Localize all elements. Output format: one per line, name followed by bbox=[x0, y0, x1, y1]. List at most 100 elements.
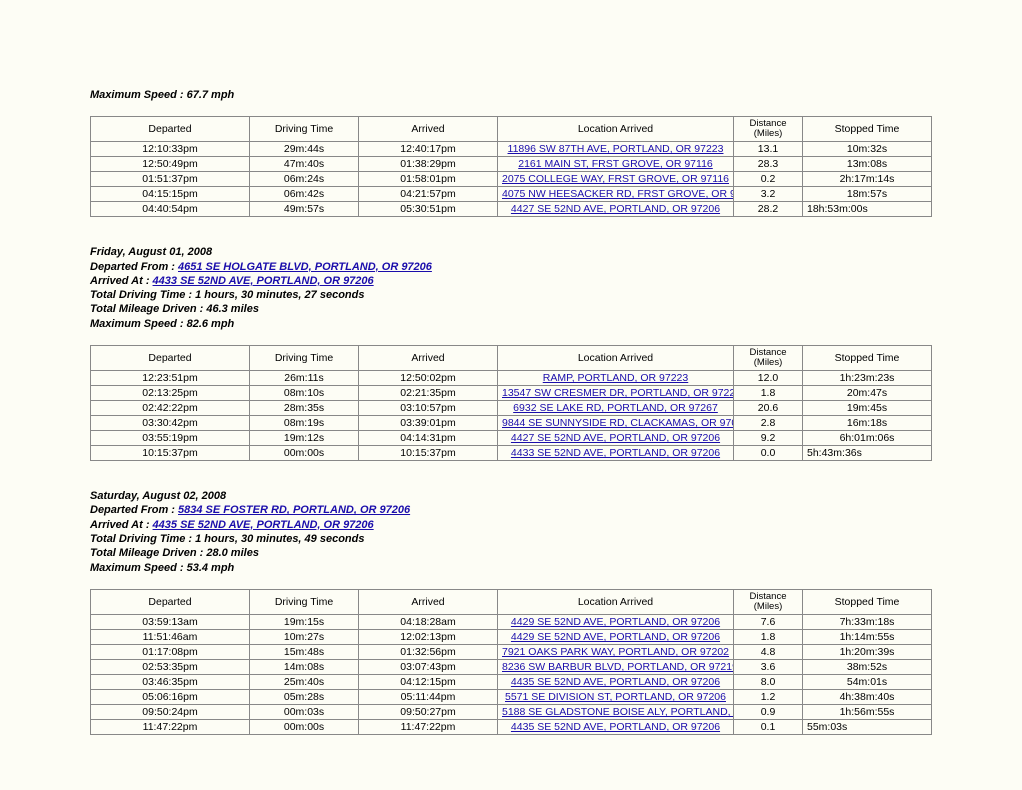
cell-stopped-time: 1h:56m:55s bbox=[803, 704, 932, 719]
cell-departed: 02:53:35pm bbox=[91, 659, 250, 674]
table-row: 01:17:08pm15m:48s01:32:56pm7921 OAKS PAR… bbox=[91, 644, 932, 659]
departed-from-link[interactable]: 4651 SE HOLGATE BLVD, PORTLAND, OR 97206 bbox=[178, 261, 432, 273]
cell-distance: 1.2 bbox=[734, 689, 803, 704]
location-link[interactable]: 6932 SE LAKE RD, PORTLAND, OR 97267 bbox=[513, 402, 718, 414]
column-header: Departed bbox=[91, 117, 250, 142]
summary-mileage: Total Mileage Driven : 46.3 miles bbox=[90, 302, 932, 316]
cell-driving-time: 26m:11s bbox=[250, 371, 359, 386]
location-link[interactable]: 4435 SE 52ND AVE, PORTLAND, OR 97206 bbox=[511, 721, 720, 733]
location-link[interactable]: 2161 MAIN ST, FRST GROVE, OR 97116 bbox=[518, 158, 713, 170]
column-header: Stopped Time bbox=[803, 117, 932, 142]
cell-arrived: 01:32:56pm bbox=[359, 644, 498, 659]
cell-departed: 12:50:49pm bbox=[91, 157, 250, 172]
day-summary: Saturday, August 02, 2008Departed From :… bbox=[90, 489, 932, 575]
cell-driving-time: 00m:00s bbox=[250, 446, 359, 461]
location-link[interactable]: 5571 SE DIVISION ST, PORTLAND, OR 97206 bbox=[505, 691, 726, 703]
table-body: 12:10:33pm29m:44s12:40:17pm11896 SW 87TH… bbox=[91, 142, 932, 217]
cell-distance: 8.0 bbox=[734, 674, 803, 689]
cell-distance: 1.8 bbox=[734, 386, 803, 401]
cell-stopped-time: 2h:17m:14s bbox=[803, 172, 932, 187]
cell-driving-time: 08m:10s bbox=[250, 386, 359, 401]
arrived-at-link[interactable]: 4435 SE 52ND AVE, PORTLAND, OR 97206 bbox=[153, 519, 374, 531]
cell-departed: 12:23:51pm bbox=[91, 371, 250, 386]
location-link[interactable]: 4075 NW HEESACKER RD, FRST GROVE, OR 971… bbox=[502, 188, 734, 200]
cell-distance: 1.8 bbox=[734, 629, 803, 644]
cell-arrived: 11:47:22pm bbox=[359, 719, 498, 734]
summary-date: Friday, August 01, 2008 bbox=[90, 245, 932, 259]
cell-driving-time: 28m:35s bbox=[250, 401, 359, 416]
cell-arrived: 02:21:35pm bbox=[359, 386, 498, 401]
table-row: 03:59:13am19m:15s04:18:28am4429 SE 52ND … bbox=[91, 614, 932, 629]
summary-max-speed: Maximum Speed : 53.4 mph bbox=[90, 561, 932, 575]
cell-departed: 03:30:42pm bbox=[91, 416, 250, 431]
cell-driving-time: 15m:48s bbox=[250, 644, 359, 659]
cell-stopped-time: 38m:52s bbox=[803, 659, 932, 674]
cell-stopped-time: 4h:38m:40s bbox=[803, 689, 932, 704]
location-link[interactable]: 11896 SW 87TH AVE, PORTLAND, OR 97223 bbox=[508, 143, 724, 155]
column-header: Arrived bbox=[359, 117, 498, 142]
location-link[interactable]: 5188 SE GLADSTONE BOISE ALY, PORTLAND, O… bbox=[502, 706, 734, 718]
column-header: Distance(Miles) bbox=[734, 346, 803, 371]
location-link[interactable]: 4427 SE 52ND AVE, PORTLAND, OR 97206 bbox=[511, 432, 720, 444]
cell-location: 9844 SE SUNNYSIDE RD, CLACKAMAS, OR 9701… bbox=[498, 416, 734, 431]
table-row: 04:15:15pm06m:42s04:21:57pm4075 NW HEESA… bbox=[91, 187, 932, 202]
cell-departed: 11:47:22pm bbox=[91, 719, 250, 734]
cell-location: 13547 SW CRESMER DR, PORTLAND, OR 97223 bbox=[498, 386, 734, 401]
cell-driving-time: 06m:42s bbox=[250, 187, 359, 202]
cell-departed: 02:42:22pm bbox=[91, 401, 250, 416]
cell-location: 4429 SE 52ND AVE, PORTLAND, OR 97206 bbox=[498, 614, 734, 629]
location-link[interactable]: 2075 COLLEGE WAY, FRST GROVE, OR 97116 bbox=[502, 173, 729, 185]
location-link[interactable]: 4435 SE 52ND AVE, PORTLAND, OR 97206 bbox=[511, 676, 720, 688]
arrived-at-link[interactable]: 4433 SE 52ND AVE, PORTLAND, OR 97206 bbox=[153, 275, 374, 287]
table-header-row: DepartedDriving TimeArrivedLocation Arri… bbox=[91, 117, 932, 142]
table-row: 12:50:49pm47m:40s01:38:29pm2161 MAIN ST,… bbox=[91, 157, 932, 172]
table-row: 09:50:24pm00m:03s09:50:27pm5188 SE GLADS… bbox=[91, 704, 932, 719]
cell-departed: 05:06:16pm bbox=[91, 689, 250, 704]
location-link[interactable]: 4429 SE 52ND AVE, PORTLAND, OR 97206 bbox=[511, 616, 720, 628]
cell-stopped-time: 10m:32s bbox=[803, 142, 932, 157]
column-header: Driving Time bbox=[250, 117, 359, 142]
cell-distance: 0.0 bbox=[734, 446, 803, 461]
location-link[interactable]: 4429 SE 52ND AVE, PORTLAND, OR 97206 bbox=[511, 631, 720, 643]
cell-location: 4435 SE 52ND AVE, PORTLAND, OR 97206 bbox=[498, 719, 734, 734]
location-link[interactable]: 7921 OAKS PARK WAY, PORTLAND, OR 97202 bbox=[502, 646, 729, 658]
location-link[interactable]: 4433 SE 52ND AVE, PORTLAND, OR 97206 bbox=[511, 447, 720, 459]
column-header: Departed bbox=[91, 589, 250, 614]
table-row: 02:13:25pm08m:10s02:21:35pm13547 SW CRES… bbox=[91, 386, 932, 401]
cell-arrived: 10:15:37pm bbox=[359, 446, 498, 461]
summary-max-speed: Maximum Speed : 82.6 mph bbox=[90, 317, 932, 331]
cell-stopped-time: 1h:20m:39s bbox=[803, 644, 932, 659]
location-link[interactable]: RAMP, PORTLAND, OR 97223 bbox=[543, 372, 689, 384]
location-link[interactable]: 8236 SW BARBUR BLVD, PORTLAND, OR 97219 bbox=[502, 661, 734, 673]
location-link[interactable]: 4427 SE 52ND AVE, PORTLAND, OR 97206 bbox=[511, 203, 720, 215]
table-row: 05:06:16pm05m:28s05:11:44pm5571 SE DIVIS… bbox=[91, 689, 932, 704]
cell-arrived: 01:58:01pm bbox=[359, 172, 498, 187]
cell-distance: 0.1 bbox=[734, 719, 803, 734]
location-link[interactable]: 13547 SW CRESMER DR, PORTLAND, OR 97223 bbox=[502, 387, 734, 399]
departed-from-link[interactable]: 5834 SE FOSTER RD, PORTLAND, OR 97206 bbox=[178, 504, 410, 516]
cell-arrived: 12:40:17pm bbox=[359, 142, 498, 157]
day-section: Friday, August 01, 2008Departed From : 4… bbox=[90, 245, 932, 461]
cell-arrived: 04:12:15pm bbox=[359, 674, 498, 689]
table-row: 11:51:46am10m:27s12:02:13pm4429 SE 52ND … bbox=[91, 629, 932, 644]
summary-max-speed: Maximum Speed : 67.7 mph bbox=[90, 88, 932, 102]
cell-driving-time: 06m:24s bbox=[250, 172, 359, 187]
cell-arrived: 03:10:57pm bbox=[359, 401, 498, 416]
cell-location: 11896 SW 87TH AVE, PORTLAND, OR 97223 bbox=[498, 142, 734, 157]
table-row: 12:10:33pm29m:44s12:40:17pm11896 SW 87TH… bbox=[91, 142, 932, 157]
table-row: 10:15:37pm00m:00s10:15:37pm 4433 SE 52ND … bbox=[91, 446, 932, 461]
summary-date: Saturday, August 02, 2008 bbox=[90, 489, 932, 503]
cell-location: 4427 SE 52ND AVE, PORTLAND, OR 97206 bbox=[498, 202, 734, 217]
column-header: Location Arrived bbox=[498, 346, 734, 371]
cell-arrived: 04:18:28am bbox=[359, 614, 498, 629]
cell-distance: 28.2 bbox=[734, 202, 803, 217]
column-header: Departed bbox=[91, 346, 250, 371]
cell-stopped-time: 18h:53m:00s bbox=[803, 202, 932, 217]
location-link[interactable]: 9844 SE SUNNYSIDE RD, CLACKAMAS, OR 9701… bbox=[502, 417, 734, 429]
cell-stopped-time: 1h:14m:55s bbox=[803, 629, 932, 644]
cell-arrived: 12:50:02pm bbox=[359, 371, 498, 386]
table-row: 02:42:22pm28m:35s03:10:57pm 6932 SE LAKE … bbox=[91, 401, 932, 416]
cell-stopped-time: 19m:45s bbox=[803, 401, 932, 416]
cell-departed: 10:15:37pm bbox=[91, 446, 250, 461]
cell-distance: 13.1 bbox=[734, 142, 803, 157]
